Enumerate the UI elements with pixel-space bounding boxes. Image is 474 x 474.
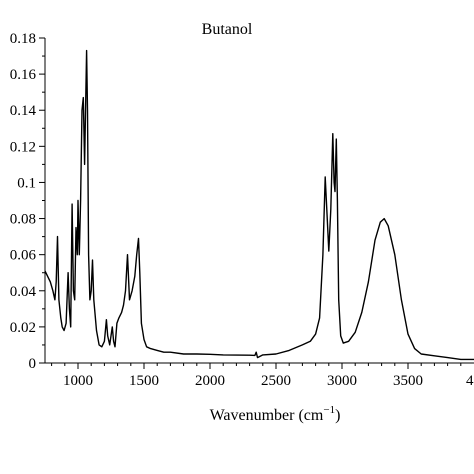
y-tick-label: 0.02 bbox=[10, 320, 36, 336]
x-axis-title-superscript: −1 bbox=[323, 404, 335, 416]
plot-axes bbox=[44, 38, 474, 364]
y-tick-label: 0.08 bbox=[10, 212, 36, 228]
y-tick-label: 0.14 bbox=[10, 103, 37, 119]
x-tick-label: 2000 bbox=[195, 373, 225, 389]
y-tick-label: 0.06 bbox=[10, 248, 37, 264]
x-tick-label: 3000 bbox=[327, 373, 357, 389]
x-tick-label: 1000 bbox=[63, 373, 93, 389]
x-axis-title-close: ) bbox=[335, 407, 340, 424]
x-tick-label: 3500 bbox=[393, 373, 423, 389]
x-tick-label: 2500 bbox=[261, 373, 291, 389]
y-tick-label: 0.16 bbox=[10, 67, 37, 83]
y-tick-label: 0 bbox=[29, 356, 37, 372]
chart-title: Butanol bbox=[202, 21, 253, 38]
y-tick-label: 0.18 bbox=[10, 31, 36, 47]
x-tick-label: 1500 bbox=[129, 373, 159, 389]
y-tick-label: 0.12 bbox=[10, 139, 36, 155]
y-tick-label: 0.1 bbox=[17, 175, 36, 191]
x-tick-label: 4 bbox=[466, 373, 474, 389]
x-axis-title-main: Wavenumber (cm bbox=[210, 407, 324, 424]
x-axis-title: Wavenumber (cm−1) bbox=[210, 404, 341, 424]
series-layer bbox=[44, 49, 474, 361]
y-tick-label: 0.04 bbox=[10, 284, 37, 300]
spectrum-line bbox=[44, 49, 474, 361]
axis-ticks: 0 0.02 0.04 0.06 0.08 0.1 0.12 0.14 0.16 0.18 1000… bbox=[10, 31, 474, 389]
